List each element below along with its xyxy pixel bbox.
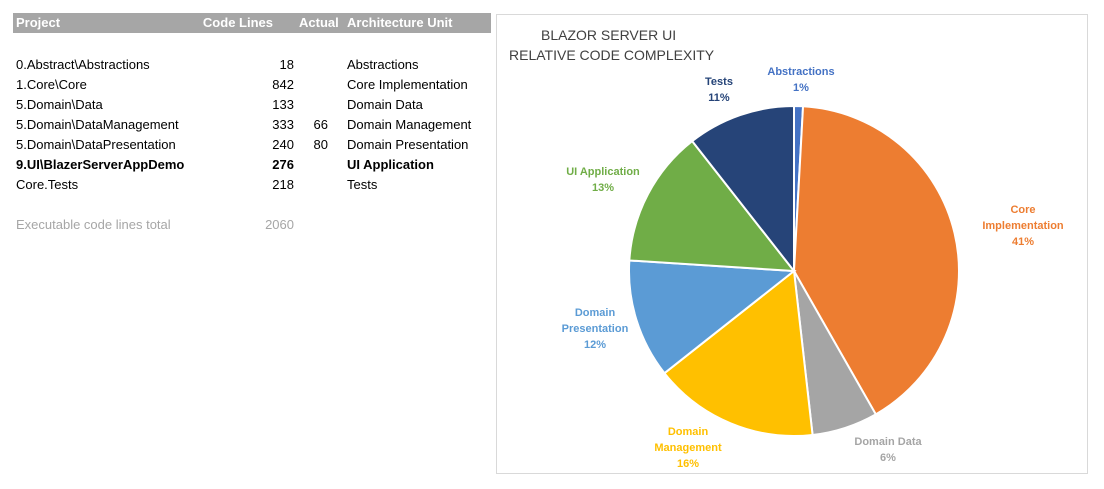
cell-code-lines: 240 [272,137,294,152]
table-row: 5.Domain\DataManagement 333 66 Domain Manag… [13,115,491,135]
cell-project: 5.Domain\DataManagement [16,117,179,132]
cell-architecture-unit: Domain Data [347,97,423,112]
cell-project: 9.UI\BlazerServerAppDemo [16,157,185,172]
cell-project: 0.Abstract\Abstractions [16,57,150,72]
total-label: Executable code lines total [16,217,171,232]
table-row: 5.Domain\Data 133 Domain Data [13,95,491,115]
cell-code-lines: 218 [272,177,294,192]
header-architecture-unit: Architecture Unit [347,15,453,30]
table-row: 0.Abstract\Abstractions 18 Abstractions [13,55,491,75]
header-actual: Actual [299,15,339,30]
cell-architecture-unit: Core Implementation [347,77,468,92]
pie-slice-core-implementation [792,105,960,416]
cell-project: Core.Tests [16,177,79,192]
chart-title-line-2: RELATIVE CODE COMPLEXITY [509,47,715,63]
cell-architecture-unit: Abstractions [347,57,419,72]
total-row: Executable code lines total 2060 [13,215,491,235]
pie-chart: Abstractions 1% Core Implementation 41% Domai… [562,66,1064,470]
cell-architecture-unit: Domain Management [347,117,472,132]
chart-title: BLAZOR SERVER UI RELATIVE CODE COMPLEXIT… [509,25,714,65]
header-code-lines: Code Lines [202,15,273,30]
cell-project: 5.Domain\DataPresentation [16,137,176,152]
cell-code-lines: 133 [272,97,294,112]
chart-title-line-1: BLAZOR SERVER UI [541,27,677,43]
data-label-domain-management: Domain Management 16% [654,426,722,470]
table-header: Project Code Lines Actual Architecture U… [13,13,491,33]
pie-slice-domain-presentation [628,259,797,375]
header-project: Project [16,15,61,30]
cell-architecture-unit: UI Application [347,157,434,172]
data-label-ui-application: UI Application 13% [566,166,640,194]
cell-code-lines: 333 [272,117,294,132]
cell-code-lines: 842 [272,77,294,92]
table-body: 0.Abstract\Abstractions 18 Abstractions 1.C… [13,55,491,195]
cell-project: 5.Domain\Data [16,97,103,112]
cell-architecture-unit: Tests [347,177,378,192]
cell-architecture-unit: Domain Presentation [347,137,469,152]
cell-actual: 80 [313,137,328,152]
code-lines-table: Project Code Lines Actual Architecture U… [13,13,491,232]
pie-chart-area: BLAZOR SERVER UI RELATIVE CODE COMPLEXIT… [496,14,1088,474]
total-value: 2060 [265,217,294,232]
cell-code-lines: 18 [279,57,294,72]
cell-project: 1.Core\Core [16,77,87,92]
table-row: 5.Domain\DataPresentation 240 80 Domain Pre… [13,135,491,155]
table-row: 1.Core\Core 842 Core Implementation [13,75,491,95]
cell-actual: 66 [313,117,328,132]
table-row: Core.Tests 218 Tests [13,175,491,195]
pie-slice-ui-application [628,139,797,273]
data-label-domain-data: Domain Data 6% [854,436,922,464]
data-label-abstractions: Abstractions 1% [767,66,834,94]
pie-slice-domain-management [663,269,814,437]
data-label-tests: Tests 11% [705,76,733,104]
cell-code-lines: 276 [272,157,294,172]
data-label-domain-presentation: Domain Presentation 12% [562,307,629,351]
data-label-core-implementation: Core Implementation 41% [982,204,1064,248]
table-row: 9.UI\BlazerServerAppDemo 276 UI Applicatio… [13,155,491,175]
pie-slice-tests [690,104,795,274]
